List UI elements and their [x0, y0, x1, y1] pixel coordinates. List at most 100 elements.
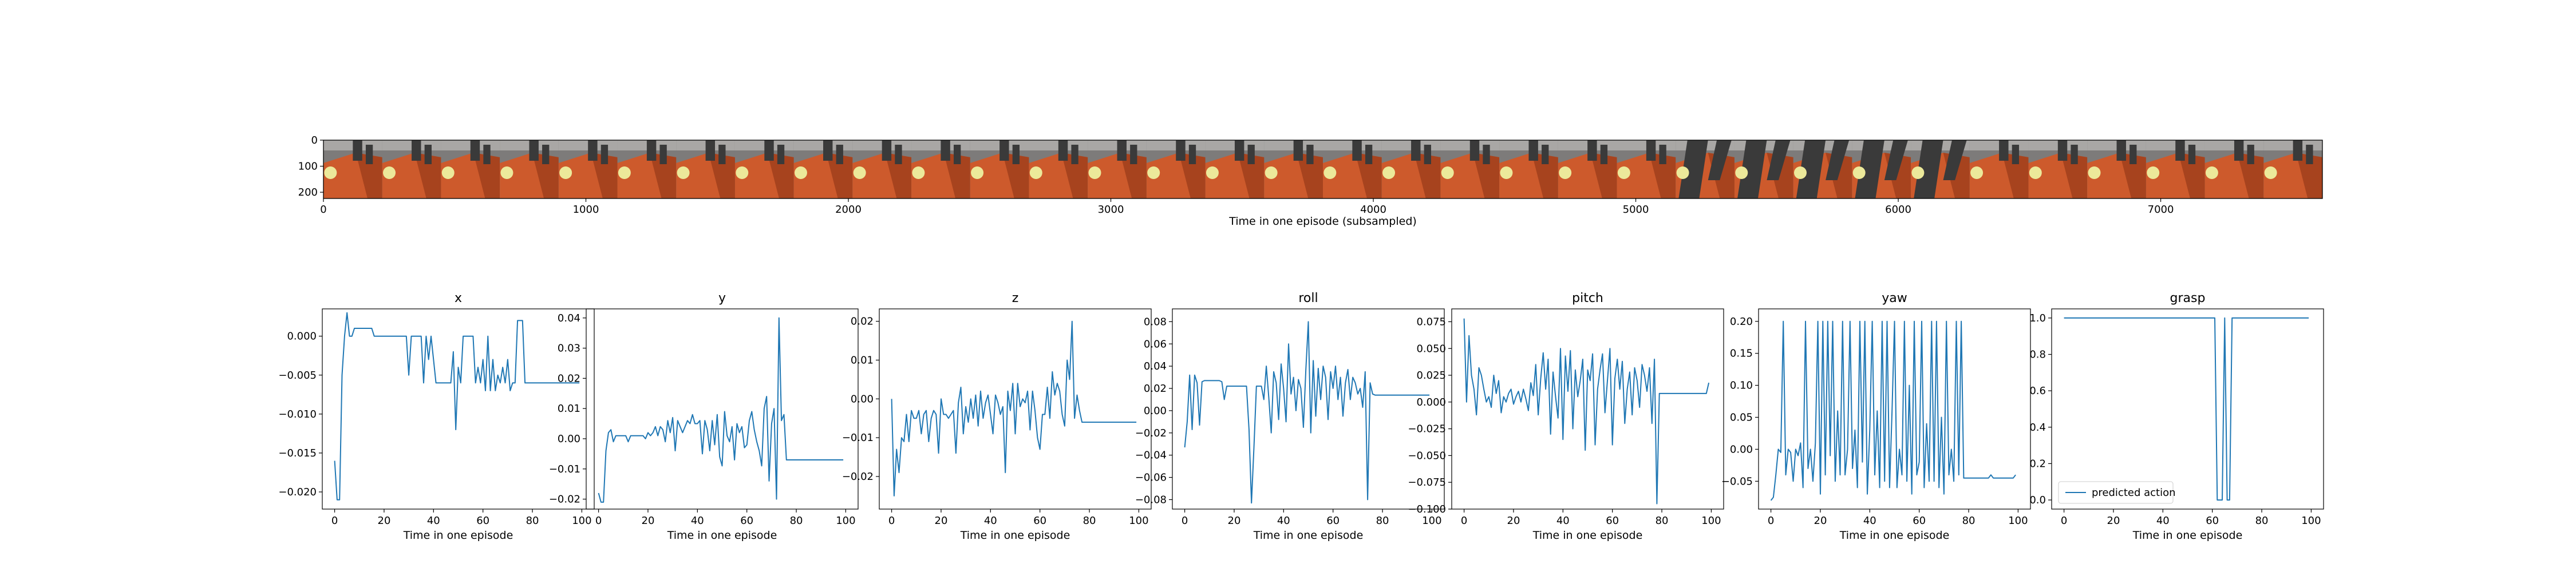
filmstrip-x-tick-label: 2000	[835, 204, 862, 216]
gripper	[2057, 140, 2068, 161]
filmstrip-y-tick-label: 200	[298, 186, 318, 198]
gripper	[1659, 145, 1666, 164]
frame-floor-shadow	[2002, 153, 2029, 198]
legend-box	[2058, 481, 2174, 504]
y-tick-label: 0.03	[558, 343, 580, 355]
gripper	[1767, 140, 1791, 180]
frame-floor-shadow	[2060, 153, 2088, 198]
filmstrip-frame	[323, 140, 383, 198]
y-tick-label: 0.10	[1730, 380, 1753, 392]
x-tick-label: 40	[1556, 515, 1570, 527]
gripper	[1914, 140, 1943, 198]
gripper	[999, 140, 1009, 161]
filmstrip-frame	[1852, 140, 1911, 198]
subplot-x: 0 20 40 60 80 100 −0.020 −0.015 −0.010 −0.005 0.00…	[278, 291, 595, 542]
subplot-roll: 0 20 40 60 80 100 −0.08 −0.06 −0.04 −0.02 0.00 0.02…	[1135, 291, 1445, 542]
x-tick-label: 100	[1422, 515, 1441, 527]
gripper	[659, 145, 667, 164]
gripper	[882, 140, 892, 161]
plot-frame	[2051, 308, 2324, 510]
legend-label: predicted action	[2092, 487, 2176, 499]
gripper	[542, 145, 550, 164]
filmstrip-frame	[852, 140, 912, 198]
x-tick-label: 60	[476, 515, 489, 527]
gripper	[777, 145, 785, 164]
frame-floor-shadow	[2296, 153, 2322, 198]
gripper	[412, 140, 421, 161]
y-tick-label: 0.15	[1730, 348, 1753, 360]
x-tick-label: 40	[427, 515, 440, 527]
filmstrip-frame	[1911, 140, 1970, 198]
y-tick-label: −0.05	[1721, 475, 1753, 487]
y-tick-label: 0.4	[2029, 422, 2046, 434]
x-tick-label: 80	[790, 515, 803, 527]
filmstrip-frame	[793, 140, 853, 198]
gripper	[1884, 140, 1908, 180]
y-tick-label: 0.08	[1144, 316, 1167, 328]
frame-floor-shadow	[1590, 153, 1618, 198]
subplot-yaw: 0 20 40 60 80 100 −0.05 0.00 0.05 0.10 0.15 0.20 yaw…	[1721, 291, 2031, 542]
series-line	[1770, 320, 2016, 501]
x-tick-label: 80	[1083, 515, 1096, 527]
filmstrip-frame	[1146, 140, 1206, 198]
filmstrip-frame	[911, 140, 971, 198]
gripper	[1293, 140, 1303, 161]
subplot-title: grasp	[2170, 291, 2206, 305]
gripper	[1796, 140, 1826, 198]
filmstrip-frame	[2087, 140, 2147, 198]
ball	[794, 166, 807, 179]
frame-floor-shadow	[1002, 153, 1029, 198]
x-tick-label: 60	[1913, 515, 1926, 527]
gripper	[705, 140, 716, 161]
x-tick-label: 0	[1461, 515, 1467, 527]
gripper	[823, 140, 833, 161]
series-line	[891, 320, 1137, 496]
series-line	[2064, 317, 2309, 501]
filmstrip-x-tick-label: 3000	[1098, 204, 1124, 216]
y-tick-label: 0.050	[1416, 343, 1446, 355]
gripper	[1247, 145, 1255, 164]
gripper	[1542, 145, 1549, 164]
ball	[1911, 166, 1925, 179]
y-tick-label: 0.01	[558, 403, 580, 415]
filmstrip-frame	[1499, 140, 1559, 198]
gripper	[1176, 140, 1186, 161]
filmstrip-x-tick-label: 6000	[1885, 204, 1911, 216]
ball	[1559, 166, 1572, 179]
x-tick-label: 60	[1033, 515, 1046, 527]
x-tick-label: 20	[935, 515, 948, 527]
gripper	[1365, 145, 1373, 164]
frame-floor-shadow	[1179, 153, 1206, 198]
x-tick-label: 60	[740, 515, 753, 527]
ball	[2264, 166, 2277, 179]
filmstrip-frame	[734, 140, 795, 198]
plot-frame	[879, 308, 1152, 510]
frame-floor-shadow	[2178, 153, 2206, 198]
gripper	[646, 140, 657, 161]
gripper	[1058, 140, 1068, 161]
y-tick-label: 0.06	[1144, 338, 1167, 350]
gripper	[1188, 145, 1196, 164]
gripper	[1469, 140, 1480, 161]
y-tick-label: 0.05	[1730, 412, 1753, 424]
filmstrip-frame	[1558, 140, 1618, 198]
filmstrip-frame-border	[323, 140, 2323, 199]
filmstrip-frame	[1793, 140, 1852, 198]
x-tick-label: 20	[1507, 515, 1520, 527]
filmstrip-frame	[558, 140, 618, 198]
gripper	[764, 140, 774, 161]
gripper	[1855, 140, 1884, 198]
filmstrip-frame	[1676, 140, 1735, 198]
gripper	[2129, 145, 2137, 164]
y-tick-label: 0.01	[851, 355, 874, 367]
y-tick-label: 0.00	[1144, 405, 1167, 417]
ball	[559, 166, 572, 179]
gripper	[2247, 145, 2254, 164]
x-tick-label: 80	[2255, 515, 2269, 527]
filmstrip-frame	[2204, 140, 2264, 198]
gripper	[600, 145, 609, 164]
frame-floor-shadow	[1355, 153, 1382, 198]
subplot-pitch: 0 20 40 60 80 100−0.100−0.075−0.050−0.0250.00…	[1408, 291, 1724, 542]
plot-frame	[1758, 308, 2031, 510]
